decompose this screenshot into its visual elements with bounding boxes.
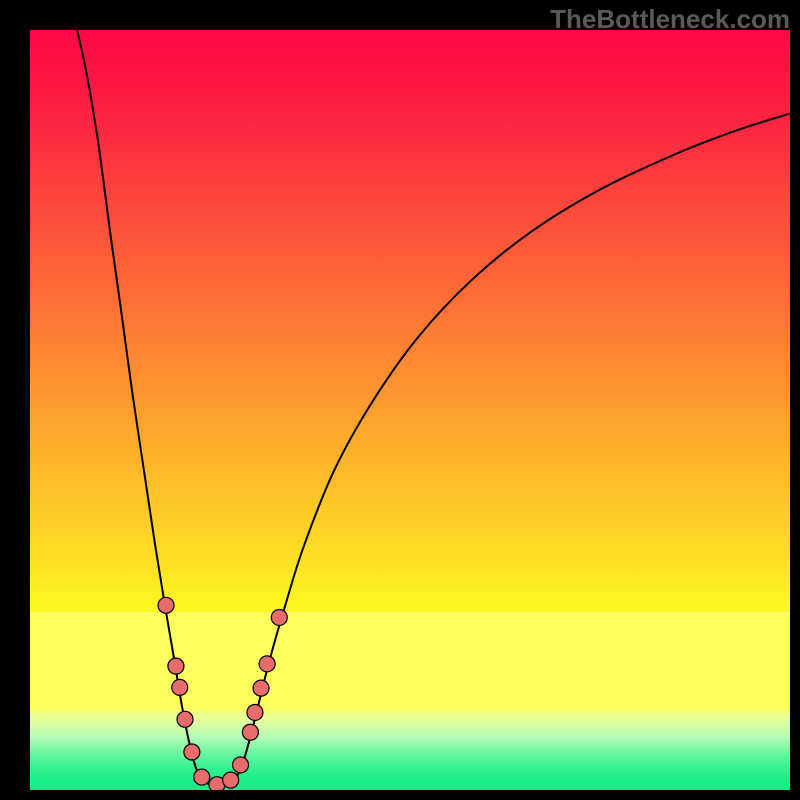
plot-border-left bbox=[0, 0, 30, 800]
data-marker bbox=[247, 704, 263, 720]
data-marker bbox=[253, 680, 269, 696]
data-marker bbox=[172, 679, 188, 695]
plot-border-right bbox=[790, 0, 800, 800]
data-marker bbox=[271, 609, 287, 625]
data-marker bbox=[233, 757, 249, 773]
data-marker bbox=[177, 711, 193, 727]
data-marker bbox=[158, 597, 174, 613]
data-marker bbox=[259, 656, 275, 672]
data-marker bbox=[242, 724, 258, 740]
gradient-background bbox=[30, 30, 790, 790]
data-marker bbox=[168, 658, 184, 674]
chart-svg bbox=[0, 0, 800, 800]
data-marker bbox=[184, 744, 200, 760]
plot-border-bottom bbox=[0, 790, 800, 800]
watermark-text: TheBottleneck.com bbox=[550, 4, 790, 35]
data-marker bbox=[194, 769, 210, 785]
chart-container: { "watermark": { "text": "TheBottleneck.… bbox=[0, 0, 800, 800]
data-marker bbox=[223, 772, 239, 788]
